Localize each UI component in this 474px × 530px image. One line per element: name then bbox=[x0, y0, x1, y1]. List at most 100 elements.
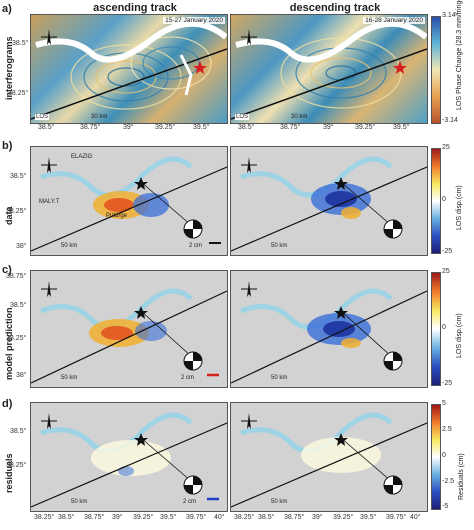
panel-letter-a: a) bbox=[2, 3, 12, 15]
x-tick: 38.5° bbox=[38, 124, 55, 131]
colorbar-a bbox=[431, 16, 441, 124]
model-ascending-map: 50 km 2 cm bbox=[30, 270, 228, 388]
row-title-residuals: residuals bbox=[4, 453, 14, 493]
scale-label-a-asc: 30 km bbox=[91, 114, 108, 120]
x-tick: 38.5° bbox=[238, 124, 255, 131]
colorbar-b-max: 25 bbox=[442, 144, 450, 151]
north-arrow-icon bbox=[41, 413, 57, 429]
colorbar-c-mid: 0 bbox=[442, 324, 446, 331]
x-tick: 40° bbox=[410, 514, 421, 521]
scale-label-c: 50 km bbox=[61, 375, 78, 381]
y-tick: 38.5° bbox=[10, 173, 27, 180]
ascending-track-title: ascending track bbox=[93, 2, 177, 14]
x-tick: 39.25° bbox=[333, 514, 354, 521]
residuals-descending-map: 50 km bbox=[230, 402, 428, 512]
y-tick: 38.25° bbox=[8, 90, 29, 97]
north-arrow-icon bbox=[241, 413, 257, 429]
x-tick: 38.5° bbox=[258, 514, 275, 521]
north-arrow-icon bbox=[41, 281, 57, 297]
x-tick: 38.5° bbox=[58, 514, 75, 521]
colorbar-a-max: 3.14 bbox=[442, 12, 456, 19]
date-ascending: 15-27 January 2020 bbox=[163, 17, 225, 24]
epicenter-star-icon bbox=[193, 61, 207, 74]
los-label: LOS bbox=[35, 114, 50, 120]
x-tick: 39° bbox=[312, 514, 323, 521]
x-tick: 39.5° bbox=[160, 514, 177, 521]
scale-label-c-desc: 50 km bbox=[271, 375, 288, 381]
north-arrow-icon bbox=[241, 29, 257, 45]
interferogram-descending-map: 16-28 January 2020 LOS 30 km bbox=[230, 14, 428, 124]
city-elazig: ELAZIG bbox=[71, 154, 93, 160]
colorbar-c-max: 25 bbox=[442, 268, 450, 275]
north-arrow-icon bbox=[41, 157, 57, 173]
colorbar-c-min: -25 bbox=[442, 380, 453, 387]
x-tick: 39° bbox=[123, 124, 134, 131]
arrow-label-c: 2 cm bbox=[181, 375, 195, 381]
arrow-label-b: 2 cm bbox=[189, 243, 203, 249]
colorbar-c bbox=[431, 272, 441, 386]
x-tick: 39.75° bbox=[386, 514, 407, 521]
y-tick: 38.75° bbox=[6, 273, 27, 280]
x-tick: 39.75° bbox=[186, 514, 207, 521]
x-tick: 38.25° bbox=[234, 514, 255, 521]
panel-letter-d: d) bbox=[2, 398, 13, 410]
north-arrow-icon bbox=[241, 281, 257, 297]
x-tick: 39.5° bbox=[193, 124, 210, 131]
colorbar-b-min: -25 bbox=[442, 248, 453, 255]
colorbar-b bbox=[431, 148, 441, 254]
scale-label-d: 50 km bbox=[71, 499, 88, 505]
panel-letter-b: b) bbox=[2, 140, 13, 152]
descending-track-title: descending track bbox=[289, 2, 381, 14]
x-tick: 39.25° bbox=[133, 514, 154, 521]
interferogram-ascending-map: 15-27 January 2020 LOS 30 km bbox=[30, 14, 228, 124]
x-tick: 39.5° bbox=[360, 514, 377, 521]
colorbar-d-tick: 5 bbox=[442, 400, 446, 407]
town-puturge: Pütürge bbox=[106, 213, 128, 219]
colorbar-b-mid: 0 bbox=[442, 196, 446, 203]
residuals-ascending-map: 50 km 2 cm bbox=[30, 402, 228, 512]
data-ascending-map: ELAZIG MALY.T Pütürge 50 km 2 cm bbox=[30, 146, 228, 256]
x-tick: 38.75° bbox=[80, 124, 101, 131]
x-tick: 38.25° bbox=[34, 514, 55, 521]
row-title-model: model prediction bbox=[4, 307, 14, 380]
colorbar-d-tick: 0 bbox=[442, 452, 446, 459]
colorbar-d bbox=[431, 404, 441, 510]
colorbar-b-label: LOS disp.(cm) bbox=[456, 185, 463, 230]
colorbar-d-tick: -5 bbox=[442, 503, 449, 510]
city-malatya: MALY.T bbox=[39, 199, 60, 205]
x-tick: 39.25° bbox=[355, 124, 376, 131]
date-descending: 16-28 January 2020 bbox=[363, 17, 425, 24]
x-tick: 40° bbox=[214, 514, 225, 521]
y-tick: 38.25° bbox=[6, 335, 27, 342]
scale-label-d-desc: 50 km bbox=[271, 499, 288, 505]
x-tick: 38.75° bbox=[280, 124, 301, 131]
y-tick: 38.5° bbox=[12, 40, 29, 47]
colorbar-d-tick: 2.5 bbox=[442, 426, 452, 433]
epicenter-star-icon bbox=[393, 61, 407, 74]
north-arrow-icon bbox=[241, 157, 257, 173]
scale-label-b-desc: 50 km bbox=[271, 243, 288, 249]
y-tick: 38.25° bbox=[6, 208, 27, 215]
x-tick: 39° bbox=[323, 124, 334, 131]
x-tick: 39.5° bbox=[393, 124, 410, 131]
x-tick: 38.75° bbox=[284, 514, 305, 521]
y-tick: 38.25° bbox=[6, 462, 27, 469]
model-descending-map: 50 km bbox=[230, 270, 428, 388]
los-label-desc: LOS bbox=[235, 114, 250, 120]
scale-label-a-desc: 30 km bbox=[291, 114, 308, 120]
y-tick: 38° bbox=[16, 243, 27, 250]
scale-label-b: 50 km bbox=[61, 243, 78, 249]
colorbar-d-label: Residuals (cm) bbox=[458, 453, 465, 500]
arrow-label-d: 2 cm bbox=[183, 499, 197, 505]
y-tick: 38° bbox=[16, 372, 27, 379]
y-tick: 38.5° bbox=[10, 428, 27, 435]
x-tick: 39.25° bbox=[155, 124, 176, 131]
x-tick: 38.75° bbox=[84, 514, 105, 521]
panel-letter-c: c) bbox=[2, 264, 12, 276]
colorbar-c-label: LOS disp.(cm) bbox=[456, 313, 463, 358]
y-tick: 38.5° bbox=[10, 302, 27, 309]
data-descending-map: 50 km bbox=[230, 146, 428, 256]
x-tick: 39° bbox=[112, 514, 123, 521]
north-arrow-icon bbox=[41, 29, 57, 45]
colorbar-d-tick: -2.5 bbox=[442, 478, 455, 485]
